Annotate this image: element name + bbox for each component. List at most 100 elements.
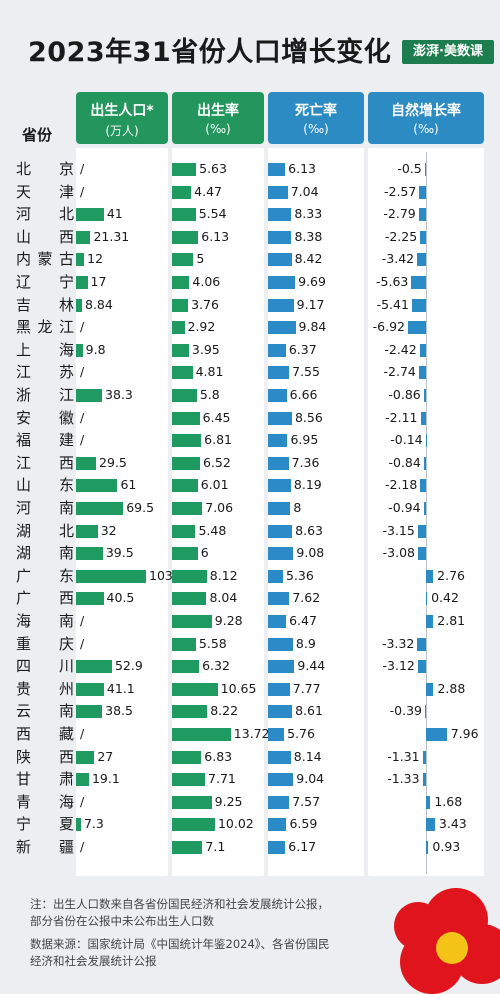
growth-value: -6.92 xyxy=(372,319,406,335)
death-rate-value: 8.56 xyxy=(294,409,323,425)
growth-value: -3.08 xyxy=(382,545,415,561)
birth-rate-bar xyxy=(172,276,190,289)
birth-rate-value: 8.12 xyxy=(209,567,238,583)
growth-bar xyxy=(426,569,434,583)
growth-bar xyxy=(424,705,426,719)
births-bar xyxy=(76,389,103,402)
birth-rate-bar xyxy=(172,185,192,199)
growth-bar xyxy=(422,750,426,764)
births-missing: / xyxy=(80,613,85,628)
death-rate-bar xyxy=(268,163,286,176)
province-label: 重庆 xyxy=(16,634,74,653)
province-label: 山东 xyxy=(16,476,74,495)
brand-logo: 澎湃·美数课 xyxy=(402,40,494,64)
birth-rate-value: 2.92 xyxy=(187,319,216,335)
birth-rate-value: 4.06 xyxy=(192,274,221,289)
births-bar xyxy=(76,592,104,606)
growth-bar xyxy=(424,163,426,176)
province-label: 江苏 xyxy=(16,363,74,382)
birth-rate-value: 6.81 xyxy=(204,432,233,448)
births-missing: / xyxy=(80,364,85,380)
header-death-rate-unit: (‰) xyxy=(303,122,329,136)
births-value: 103 xyxy=(149,567,173,583)
province-label: 广东 xyxy=(16,566,74,585)
death-rate-value: 8.42 xyxy=(294,251,323,267)
birth-rate-bar xyxy=(172,773,206,787)
births-missing: / xyxy=(80,183,85,199)
birth-rate-bar xyxy=(172,456,200,470)
header-death-rate: 死亡率 (‰) xyxy=(268,92,364,144)
header-death-rate-name: 死亡率 xyxy=(295,103,337,119)
growth-bar xyxy=(420,479,426,493)
growth-zero-axis xyxy=(426,152,427,874)
death-rate-bar xyxy=(268,728,285,741)
births-missing: / xyxy=(80,839,85,854)
birth-rate-value: 5.63 xyxy=(199,161,227,176)
growth-bar xyxy=(420,230,426,244)
growth-value: -3.12 xyxy=(382,658,415,674)
birth-rate-bar xyxy=(172,728,231,741)
birth-rate-bar xyxy=(172,637,196,651)
births-value: 21.31 xyxy=(93,228,130,244)
births-bar xyxy=(76,773,89,787)
death-rate-value: 6.17 xyxy=(288,839,317,854)
birth-rate-value: 6.52 xyxy=(202,454,231,470)
header-growth-name: 自然增长率 xyxy=(391,103,461,119)
growth-bar xyxy=(411,298,426,312)
death-rate-value: 5.76 xyxy=(287,726,315,741)
birth-rate-value: 3.76 xyxy=(191,296,219,312)
growth-value: -2.42 xyxy=(384,341,417,357)
growth-value: -3.42 xyxy=(381,251,415,267)
births-missing: / xyxy=(80,793,85,809)
birth-rate-bar xyxy=(172,660,200,674)
death-rate-value: 8 xyxy=(293,500,302,515)
death-rate-bar xyxy=(268,321,296,335)
growth-bar xyxy=(422,773,426,787)
death-rate-bar xyxy=(268,660,295,674)
growth-value: -0.14 xyxy=(390,432,423,448)
growth-value: -2.18 xyxy=(385,477,418,493)
decorative-flower-icon xyxy=(394,888,500,994)
growth-bar xyxy=(417,524,426,538)
births-missing: / xyxy=(80,409,85,425)
births-value: 38.5 xyxy=(105,703,133,719)
growth-value: -3.15 xyxy=(382,522,415,538)
death-rate-value: 7.36 xyxy=(291,454,320,470)
death-rate-bar xyxy=(268,682,290,696)
province-label: 北京 xyxy=(16,160,74,178)
death-rate-value: 7.04 xyxy=(290,183,319,199)
growth-bar xyxy=(419,343,426,357)
province-label: 宁夏 xyxy=(16,815,74,834)
births-bar xyxy=(76,547,103,561)
births-value: 27 xyxy=(97,748,114,764)
death-rate-value: 6.59 xyxy=(289,816,318,832)
births-bar xyxy=(76,705,103,719)
growth-bar xyxy=(426,615,434,628)
birth-rate-value: 5.8 xyxy=(199,387,220,402)
death-rate-value: 9.84 xyxy=(298,319,327,335)
province-label: 四川 xyxy=(16,657,74,676)
births-bar xyxy=(76,253,85,267)
birth-rate-bar xyxy=(172,321,185,335)
death-rate-value: 7.57 xyxy=(292,793,321,809)
growth-bar xyxy=(426,795,431,809)
growth-value: 0.42 xyxy=(431,590,459,606)
births-value: 19.1 xyxy=(91,771,120,787)
province-label: 福建 xyxy=(16,431,74,450)
province-label: 安徽 xyxy=(16,408,74,427)
birth-rate-bar xyxy=(172,253,194,267)
birth-rate-bar xyxy=(172,366,193,380)
death-rate-bar xyxy=(268,208,292,222)
birth-rate-value: 4.81 xyxy=(195,364,224,380)
death-rate-bar xyxy=(268,411,292,425)
birth-rate-value: 7.06 xyxy=(205,500,234,515)
birth-rate-value: 6.13 xyxy=(201,228,230,244)
births-bar xyxy=(76,682,104,696)
death-rate-value: 9.04 xyxy=(296,771,325,787)
header-growth: 自然增长率 (‰) xyxy=(368,92,484,144)
death-rate-value: 6.37 xyxy=(288,341,317,357)
death-rate-bar xyxy=(268,479,291,493)
province-label: 浙江 xyxy=(16,386,74,404)
death-rate-bar xyxy=(268,750,291,764)
birth-rate-value: 6.32 xyxy=(202,658,230,674)
